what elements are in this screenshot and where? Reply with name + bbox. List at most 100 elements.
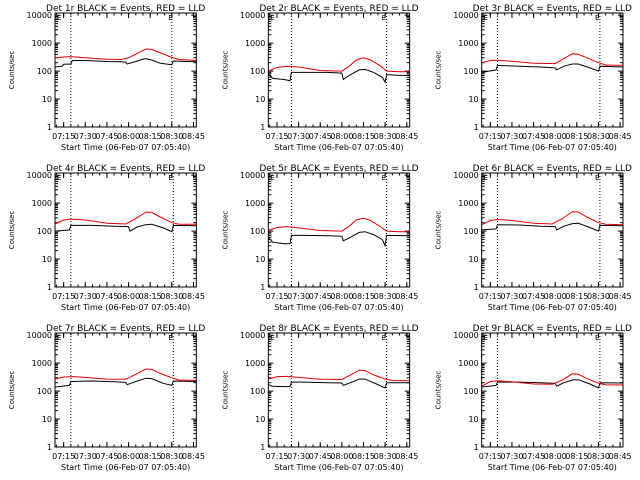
corner-mark: E [168, 174, 172, 182]
series-line-lld [481, 53, 624, 66]
x-tick-label: 07:15 [52, 132, 75, 141]
y-tick-label: 100 [37, 387, 52, 396]
y-tick-label: 100 [37, 227, 52, 236]
y-tick-label: 1 [474, 123, 479, 132]
y-tick-label: 10 [468, 415, 478, 424]
x-tick-label: 08:45 [182, 132, 205, 141]
corner-mark: E [382, 14, 386, 22]
x-tick-label: 07:45 [522, 132, 545, 141]
x-tick-label: 08:45 [395, 452, 418, 461]
chart-title: Det 6r BLACK = Events, RED = LLD [473, 164, 632, 174]
y-axis-label: Counts/sec [435, 211, 443, 250]
x-tick-label: 07:15 [52, 292, 75, 301]
corner-mark: E [484, 334, 488, 342]
chart-panel-8: Det 8r BLACK = Events, RED = LLD 1 10 100 10… [221, 324, 418, 472]
y-axis-label: Counts/sec [435, 51, 443, 90]
y-tick-label: 100 [250, 227, 265, 236]
y-tick-label: 10000 [453, 331, 478, 340]
x-tick-label: 08:30 [587, 292, 610, 301]
series-line-lld [268, 57, 410, 73]
y-tick-label: 1000 [245, 199, 265, 208]
x-tick-label: 07:30 [74, 292, 97, 301]
x-tick-label: 08:30 [587, 132, 610, 141]
chart-panel-1: Det 1r BLACK = Events, RED = LLD 1 10 100 10… [8, 4, 205, 152]
x-tick-label: 08:15 [352, 452, 375, 461]
chart-title: Det 8r BLACK = Events, RED = LLD [259, 324, 418, 334]
corner-mark: E [484, 174, 488, 182]
series-line-lld [54, 211, 197, 225]
chart-title: Det 2r BLACK = Events, RED = LLD [259, 4, 418, 14]
x-tick-label: 07:30 [287, 132, 310, 141]
x-tick-label: 08:30 [160, 132, 183, 141]
x-tick-label: 07:15 [479, 132, 502, 141]
y-tick-label: 1 [47, 123, 52, 132]
chart-title: Det 5r BLACK = Events, RED = LLD [259, 164, 418, 174]
x-tick-label: 08:15 [139, 132, 162, 141]
series-line-events [267, 231, 410, 248]
corner-mark: E [270, 174, 274, 182]
series-line-events [54, 58, 197, 68]
x-axis-label: Start Time (06-Feb-07 07:05:40) [488, 143, 617, 152]
x-tick-label: 08:15 [139, 452, 162, 461]
corner-mark: E [57, 174, 61, 182]
x-axis-label: Start Time (06-Feb-07 07:05:40) [61, 143, 190, 152]
corner-mark: E [168, 14, 172, 22]
y-tick-label: 1000 [245, 39, 265, 48]
x-tick-label: 08:00 [117, 452, 140, 461]
y-tick-label: 1000 [245, 359, 265, 368]
x-tick-label: 08:30 [374, 292, 397, 301]
series-line-lld [268, 217, 410, 233]
chart-panel-2: Det 2r BLACK = Events, RED = LLD 1 10 100 10… [221, 4, 418, 152]
y-tick-label: 10 [255, 415, 265, 424]
x-axis-label: Start Time (06-Feb-07 07:05:40) [274, 303, 403, 312]
x-tick-label: 08:15 [352, 292, 375, 301]
x-tick-label: 08:00 [544, 132, 567, 141]
x-tick-label: 08:45 [395, 132, 418, 141]
x-tick-label: 08:30 [587, 452, 610, 461]
y-tick-label: 10000 [240, 331, 265, 340]
x-tick-label: 08:15 [565, 452, 588, 461]
series-line-events [481, 222, 624, 232]
y-tick-label: 10000 [27, 11, 52, 20]
x-axis-label: Start Time (06-Feb-07 07:05:40) [488, 463, 617, 472]
corner-mark: E [270, 334, 274, 342]
plot-frame [481, 332, 624, 448]
y-axis-label: Counts/sec [221, 51, 229, 90]
y-axis-label: Counts/sec [8, 371, 16, 410]
corner-mark: E [382, 334, 386, 342]
x-tick-label: 07:45 [95, 292, 118, 301]
chart-panel-9: Det 9r BLACK = Events, RED = LLD 1 10 100 10… [435, 324, 632, 472]
x-tick-label: 07:30 [500, 292, 523, 301]
x-tick-label: 07:45 [309, 452, 332, 461]
y-axis-label: Counts/sec [435, 371, 443, 410]
x-tick-label: 07:30 [287, 452, 310, 461]
x-tick-label: 08:45 [609, 132, 632, 141]
y-tick-label: 1000 [32, 359, 52, 368]
y-tick-label: 10 [255, 255, 265, 264]
x-tick-label: 07:15 [265, 452, 288, 461]
y-tick-label: 10 [42, 415, 52, 424]
x-tick-label: 07:15 [52, 452, 75, 461]
x-axis-label: Start Time (06-Feb-07 07:05:40) [61, 463, 190, 472]
x-tick-label: 08:45 [182, 292, 205, 301]
y-tick-label: 100 [250, 67, 265, 76]
y-tick-label: 10000 [27, 331, 52, 340]
x-tick-label: 07:30 [74, 132, 97, 141]
y-tick-label: 10000 [240, 171, 265, 180]
y-tick-label: 10000 [27, 171, 52, 180]
corner-mark: E [484, 14, 488, 22]
chart-panel-5: Det 5r BLACK = Events, RED = LLD 1 10 100 10… [221, 164, 418, 312]
x-tick-label: 08:00 [117, 132, 140, 141]
x-tick-label: 08:15 [565, 132, 588, 141]
y-tick-label: 1 [47, 443, 52, 452]
series-line-lld [481, 373, 624, 387]
x-tick-label: 07:15 [479, 292, 502, 301]
x-tick-label: 07:15 [265, 132, 288, 141]
x-tick-label: 08:30 [160, 452, 183, 461]
y-tick-label: 10 [42, 95, 52, 104]
y-tick-label: 1000 [458, 199, 478, 208]
chart-title: Det 1r BLACK = Events, RED = LLD [46, 4, 205, 14]
chart-panel-7: Det 7r BLACK = Events, RED = LLD 1 10 100 10… [8, 324, 205, 472]
series-line-events [54, 223, 197, 233]
